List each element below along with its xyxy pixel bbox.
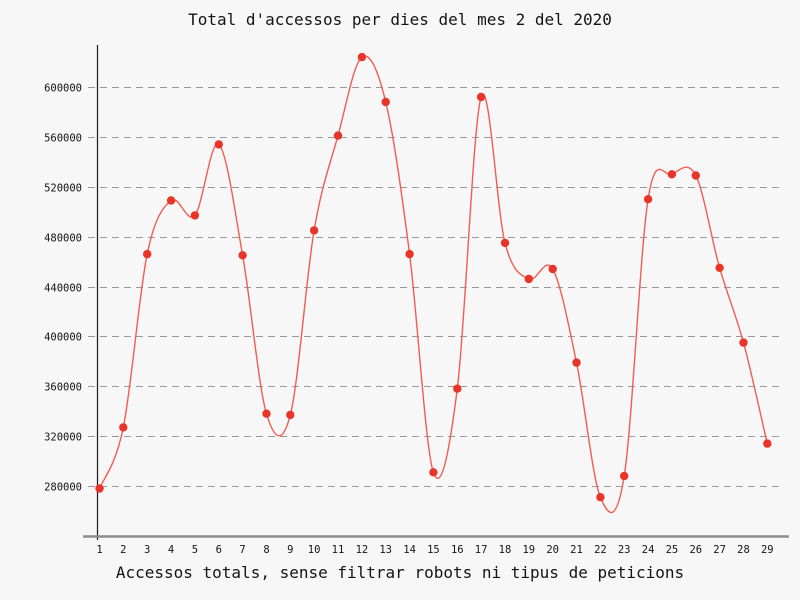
x-tick-label: 8 — [263, 544, 269, 556]
chart-title: Total d'accessos per dies del mes 2 del … — [188, 10, 612, 29]
data-point — [429, 468, 438, 477]
y-tick-label: 600000 — [44, 83, 82, 95]
y-tick-label: 360000 — [44, 382, 82, 394]
x-tick-label: 27 — [713, 544, 726, 556]
x-tick-label: 12 — [356, 544, 369, 556]
x-tick-label: 15 — [427, 544, 440, 556]
x-tick-label: 3 — [144, 544, 150, 556]
y-tick-label: 560000 — [44, 133, 82, 145]
x-tick-label: 2 — [120, 544, 126, 556]
x-tick-label: 20 — [546, 544, 559, 556]
x-tick-label: 25 — [666, 544, 679, 556]
x-tick-label: 22 — [594, 544, 607, 556]
x-tick-label: 1 — [96, 544, 102, 556]
data-point — [643, 195, 653, 204]
data-point — [381, 97, 390, 107]
x-tick-label: 4 — [168, 544, 174, 556]
x-tick-label: 6 — [216, 544, 222, 556]
data-point — [143, 249, 152, 259]
x-tick-label: 23 — [618, 544, 631, 556]
x-axis-labels: 1 2 3 4 5 6 7 8 9 10 11 12 13 14 15 16 17 18 19 20 21 22 23 24 2… — [96, 544, 773, 556]
y-tick-label: 280000 — [44, 482, 82, 494]
y-tick-label: 400000 — [44, 332, 82, 344]
data-point — [333, 131, 343, 140]
data-point — [214, 140, 223, 149]
x-tick-label: 29 — [761, 544, 774, 556]
data-point — [405, 249, 414, 259]
x-tick-label: 18 — [499, 544, 512, 556]
x-tick-label: 9 — [287, 544, 293, 556]
data-line — [98, 55, 768, 514]
x-tick-label: 16 — [451, 544, 464, 556]
data-point — [476, 92, 486, 102]
data-point — [572, 358, 581, 367]
y-tick-label: 520000 — [44, 183, 82, 195]
y-tick-label: 480000 — [44, 233, 82, 245]
x-tick-label: 13 — [379, 544, 392, 556]
data-point — [500, 238, 510, 248]
data-point — [119, 423, 128, 432]
data-point — [166, 196, 176, 205]
x-tick-label: 17 — [475, 544, 488, 556]
data-point — [667, 170, 677, 179]
gridlines — [88, 87, 781, 487]
x-tick-label: 26 — [689, 544, 702, 556]
data-point — [238, 251, 247, 260]
data-point — [524, 274, 533, 284]
data-point — [739, 338, 748, 347]
data-point — [309, 226, 319, 235]
data-point — [357, 52, 367, 62]
x-tick-label: 7 — [239, 544, 245, 556]
data-point — [262, 409, 271, 418]
data-point — [453, 384, 462, 393]
x-tick-label: 11 — [332, 544, 345, 556]
data-point — [596, 493, 605, 502]
x-tick-label: 24 — [642, 544, 655, 556]
x-tick-label: 14 — [403, 544, 416, 556]
x-tick-label: 10 — [308, 544, 321, 556]
y-tick-label: 440000 — [44, 283, 82, 295]
y-tick-label: 320000 — [44, 432, 82, 444]
data-point — [286, 410, 295, 420]
x-tick-label: 21 — [570, 544, 583, 556]
data-point — [190, 211, 200, 220]
data-point — [763, 439, 772, 448]
data-point — [691, 171, 700, 180]
chart-caption: Accessos totals, sense filtrar robots ni… — [116, 563, 684, 582]
data-point — [715, 263, 724, 272]
x-tick-label: 28 — [737, 544, 750, 556]
data-points — [95, 52, 772, 502]
x-tick-label: 5 — [192, 544, 198, 556]
y-axis-labels: 280000 320000 360000 400000 440000 480000 5200… — [44, 83, 82, 494]
x-tick-label: 19 — [522, 544, 535, 556]
data-point — [95, 484, 104, 493]
data-point — [548, 264, 557, 274]
data-point — [620, 471, 629, 481]
